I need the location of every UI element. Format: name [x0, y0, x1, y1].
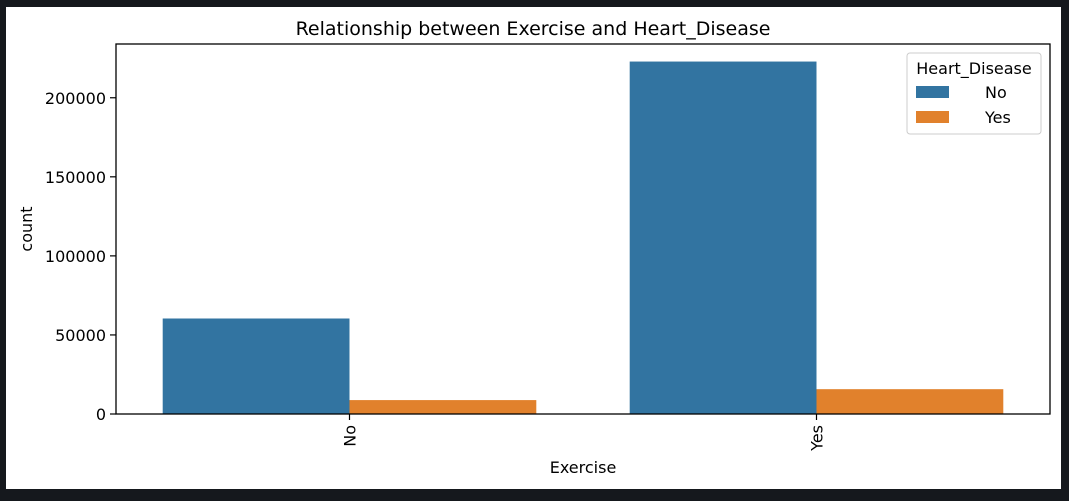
- x-axis-ticks: No Yes: [341, 414, 827, 452]
- bar-no-no: [162, 318, 350, 414]
- y-tick-label: 0: [96, 405, 106, 424]
- y-tick-label: 100000: [45, 247, 106, 266]
- y-tick-label: 200000: [45, 89, 106, 108]
- legend-swatch-yes: [916, 111, 949, 123]
- x-tick-label: Yes: [808, 425, 827, 452]
- bar-yes-no: [629, 61, 817, 415]
- bars-layer: [162, 61, 1004, 415]
- chart-title: Relationship between Exercise and Heart_…: [296, 18, 771, 40]
- legend-swatch-no: [916, 86, 949, 98]
- legend-label-yes: Yes: [984, 108, 1011, 127]
- chart-frame: Relationship between Exercise and Heart_…: [6, 7, 1061, 489]
- legend: Heart_Disease No Yes: [906, 52, 1042, 135]
- bar-chart: Relationship between Exercise and Heart_…: [17, 18, 1051, 477]
- y-axis-ticks: 0 50000 100000 150000 200000: [45, 89, 116, 424]
- x-axis-label: Exercise: [550, 458, 617, 477]
- y-axis-label: count: [17, 206, 36, 251]
- bar-no-yes: [349, 400, 537, 414]
- y-tick-label: 50000: [55, 326, 106, 345]
- legend-title: Heart_Disease: [916, 59, 1031, 79]
- plot-area-border: [115, 43, 1051, 415]
- bar-yes-yes: [816, 389, 1004, 414]
- legend-label-no: No: [985, 83, 1007, 102]
- x-tick-label: No: [341, 425, 360, 447]
- y-tick-label: 150000: [45, 168, 106, 187]
